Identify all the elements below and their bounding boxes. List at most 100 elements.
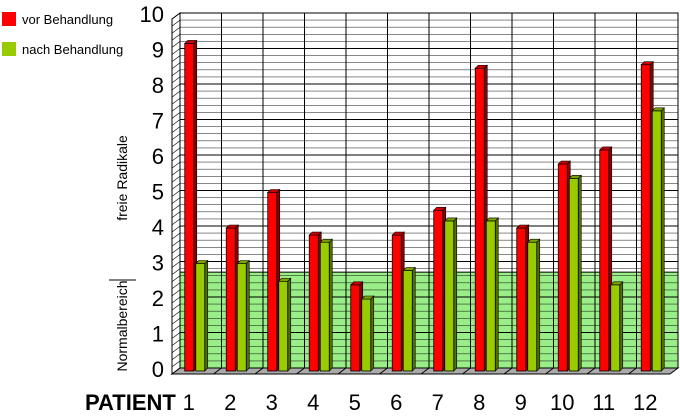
bar-nach-10 [568,174,582,372]
x-tick-label: 11 [592,390,615,415]
gridline-wall [171,360,181,368]
x-tick-label: 2 [224,390,236,415]
bar-top [361,295,375,300]
gridline-wall [171,48,181,55]
gridline-wall [171,268,181,275]
floor-divider [462,367,471,375]
gridline-wall [171,41,181,48]
x-tick-label: 10 [550,390,574,415]
gridline-wall [171,282,181,290]
floor-divider [254,367,264,375]
x-axis-ticks: 1 2 3 4 5 6 7 8 9 10 11 12 [183,390,658,415]
bar-nach-2 [236,259,250,372]
gridline-wall [171,12,181,20]
gridline-wall [171,183,181,190]
bar-front [485,220,496,372]
bar-vor-11 [599,146,613,372]
plot-floor [170,367,680,375]
bar-front [225,227,236,372]
y-tick-label: 9 [152,38,164,63]
bar-top [319,238,333,243]
gridline-wall [171,332,181,339]
bar-nach-3 [278,277,292,372]
x-axis-label: PATIENT [85,390,176,415]
gridline-wall [171,34,181,41]
bar-top [267,189,281,193]
gridline-wall [171,105,181,112]
grid-lines [171,12,678,375]
gridline-wall [171,119,181,126]
gridline-wall [171,126,181,133]
bar-front [516,227,527,372]
y-tick-label: 0 [152,357,164,382]
gridline-wall [171,218,181,226]
gridline-wall [171,176,181,183]
bar-top [516,224,530,229]
bar-vor-5 [350,281,364,372]
bar-front [236,263,247,372]
bar-front [402,270,413,372]
floor-divider [420,367,430,375]
floor-divider [337,367,347,375]
bar-vor-10 [557,160,571,372]
gridline-wall [171,19,181,27]
bar-nach-5 [361,295,375,372]
bar-nach-6 [402,266,416,372]
bar-front [308,234,319,372]
gridline-wall [171,97,181,105]
gridline-wall [171,161,181,169]
bar-nach-7 [444,217,458,372]
gridline-wall [171,310,181,318]
gridline-wall [171,239,181,247]
bar-front [267,192,278,372]
gridline-wall [171,83,181,91]
gridline-wall [171,346,181,353]
bar-top [308,231,322,236]
y-tick-label: 3 [152,251,164,276]
y-tick-label: 8 [152,73,164,98]
bar-side [204,259,209,372]
bar-vor-9 [516,224,530,372]
y-tick-label: 4 [152,215,164,240]
x-tick-label: 7 [432,390,444,415]
y-tick-label: 10 [140,2,164,27]
x-tick-label: 3 [266,390,278,415]
bar-top [599,146,613,151]
x-tick-label: 5 [349,390,361,415]
gridline-wall [171,289,181,297]
bar-top [568,175,582,179]
bar-front [433,209,444,372]
bar-side [536,238,541,372]
bar-side [245,259,250,372]
bar-nach-12 [651,107,665,372]
bar-vor-6 [391,231,405,372]
bar-front [599,149,610,372]
gridline-wall [171,190,181,197]
y-tick-label: 7 [152,109,164,134]
floor-divider [628,367,637,375]
bar-side [411,266,416,372]
bar-vor-12 [640,60,654,372]
bar-front [195,263,206,372]
bar-side [370,295,375,372]
bar-top [557,160,571,165]
gridline-wall [171,232,181,240]
gridline-wall [171,303,181,311]
gridline-wall [171,353,181,361]
bar-nach-8 [485,217,499,372]
bar-vor-7 [433,206,447,372]
bar-side [328,238,333,372]
bar-front [610,284,621,372]
legend-label-nach: nach Behandlung [22,42,123,57]
bar-front [444,220,455,372]
bar-top [278,277,292,282]
bar-front [319,241,330,372]
bar-side [619,281,624,372]
normal-range-label-group: Normalbereich [109,279,136,372]
x-tick-label: 4 [307,390,319,415]
bar-top [444,217,458,222]
x-tick-label: 12 [633,390,657,415]
y-tick-label: 1 [152,322,164,347]
bar-side [494,217,499,372]
bar-top [184,40,198,44]
